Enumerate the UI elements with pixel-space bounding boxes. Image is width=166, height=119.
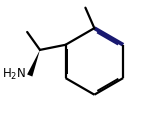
- Polygon shape: [27, 50, 40, 77]
- Text: H$_2$N: H$_2$N: [2, 67, 26, 82]
